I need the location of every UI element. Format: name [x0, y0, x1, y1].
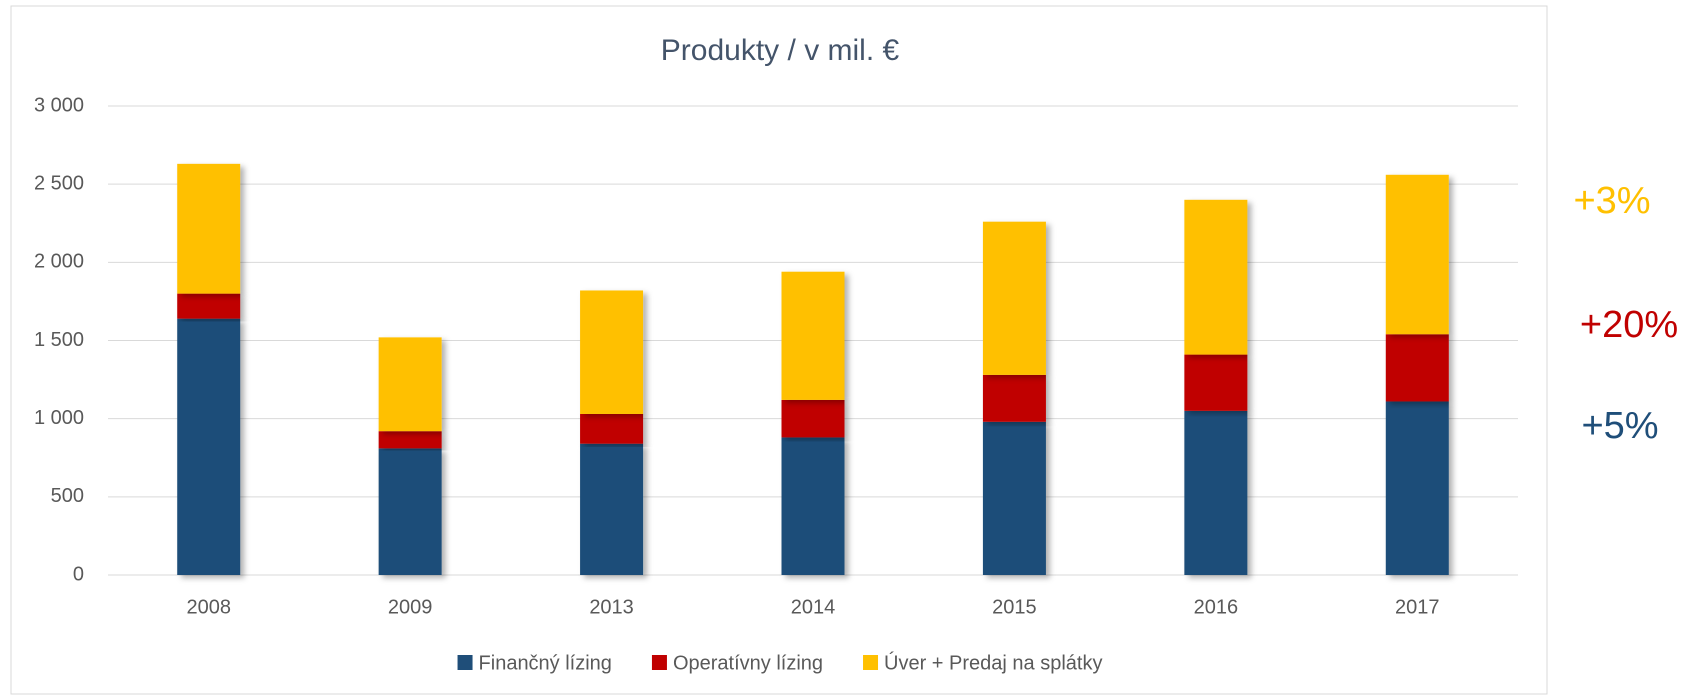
bar-segment	[1385, 334, 1449, 402]
chart-title: Produkty / v mil. €	[661, 34, 900, 67]
x-tick-label: 2013	[589, 596, 634, 618]
legend-swatch	[457, 655, 473, 670]
bar-segment	[1385, 401, 1449, 575]
bar-segment	[580, 413, 644, 444]
legend-label: Finančný lízing	[479, 652, 612, 674]
x-tick-label: 2017	[1395, 596, 1440, 618]
bar-segment	[982, 374, 1046, 422]
bar-segment	[781, 437, 845, 575]
bar-segment	[378, 337, 442, 432]
bar-segment	[781, 271, 845, 400]
y-tick-label: 2 000	[34, 251, 84, 273]
y-tick-label: 1 500	[34, 329, 84, 351]
annotation: +20%	[1580, 304, 1678, 346]
chart-frame	[10, 5, 1548, 695]
bar-segment	[580, 290, 644, 414]
bar-segment	[177, 318, 241, 575]
bar-segment	[177, 293, 241, 319]
bar-segment	[378, 448, 442, 575]
legend-label: Úver + Predaj na splátky	[884, 651, 1102, 674]
bar-segment	[1184, 354, 1248, 411]
bar-segment	[378, 431, 442, 449]
bar-segment	[580, 443, 644, 575]
y-tick-label: 500	[51, 485, 84, 507]
bar-segment	[982, 421, 1046, 575]
bar-segment	[982, 221, 1046, 375]
y-tick-label: 1 000	[34, 407, 84, 429]
legend-label: Operatívny lízing	[673, 652, 823, 674]
x-tick-label: 2014	[791, 596, 836, 618]
annotation: +5%	[1581, 405, 1658, 447]
bar-segment	[781, 399, 845, 438]
bar-segment	[177, 163, 241, 294]
y-tick-label: 2 500	[34, 172, 84, 194]
x-tick-label: 2008	[186, 596, 231, 618]
bar-segment	[1184, 199, 1248, 355]
x-tick-label: 2015	[992, 596, 1037, 618]
legend-swatch	[863, 655, 879, 670]
legend-swatch	[651, 655, 667, 670]
bar-segment	[1184, 410, 1248, 575]
bar-segment	[1385, 174, 1449, 335]
annotation: +3%	[1573, 180, 1650, 222]
x-tick-label: 2009	[388, 596, 433, 618]
y-tick-label: 0	[73, 563, 84, 585]
y-tick-label: 3 000	[34, 94, 84, 116]
x-tick-label: 2016	[1194, 596, 1239, 618]
